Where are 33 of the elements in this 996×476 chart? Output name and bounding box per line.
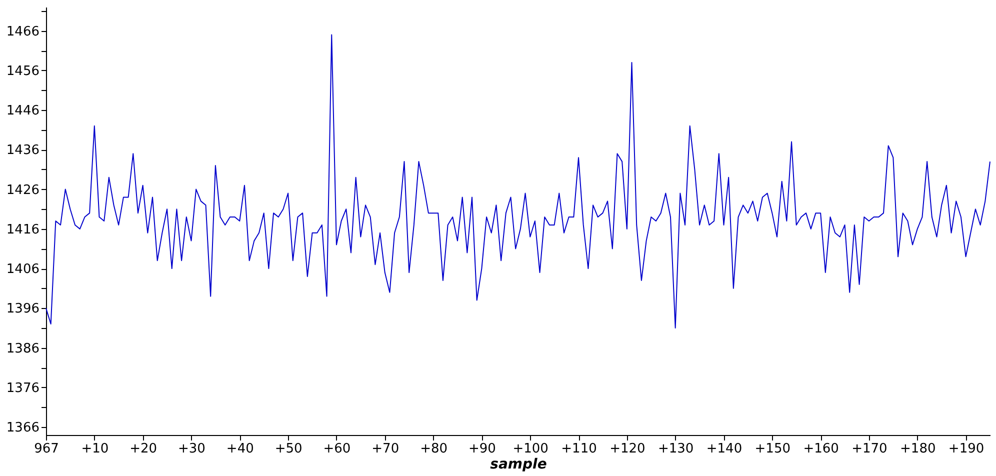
y-tick-label: 1396 — [6, 302, 40, 317]
x-tick-label: +140 — [706, 442, 742, 456]
x-tick-label: +30 — [178, 442, 206, 456]
x-tick-label: +180 — [900, 442, 936, 456]
x-tick-label: +100 — [512, 442, 548, 456]
y-tick-label: 1466 — [6, 24, 40, 40]
x-tick-label: +20 — [130, 442, 158, 456]
y-tick-label: 1456 — [6, 64, 40, 79]
x-tick-label: +90 — [468, 442, 496, 456]
x-tick-label: +130 — [658, 442, 694, 456]
y-tick-label: 1386 — [6, 341, 40, 356]
y-tick-label: 1416 — [6, 222, 40, 238]
y-tick-label: 1406 — [6, 262, 40, 278]
x-tick-label: +150 — [754, 442, 791, 456]
x-axis-title: sample — [490, 456, 547, 472]
x-tick-label: +70 — [372, 442, 400, 456]
x-tick-label: +160 — [803, 442, 839, 456]
x-tick-label: +60 — [323, 442, 351, 456]
y-tick-label: 1446 — [6, 104, 40, 119]
y-tick-label: 1426 — [6, 182, 40, 198]
y-tick-label: 1376 — [6, 380, 40, 396]
x-tick-label: +50 — [274, 442, 302, 456]
y-tick-label: 1366 — [6, 420, 40, 436]
x-tick-label: +80 — [420, 442, 448, 456]
x-tick-label: +40 — [226, 442, 254, 456]
line-series — [46, 34, 990, 328]
x-tick-label: +170 — [852, 442, 888, 456]
x-tick-label: +10 — [81, 442, 109, 456]
y-tick-label: 1436 — [6, 143, 40, 158]
x-tick-label: 967 — [34, 442, 59, 456]
x-tick-label: +110 — [561, 442, 597, 456]
x-tick-label: +190 — [948, 442, 984, 456]
x-tick-label: +120 — [610, 442, 646, 456]
